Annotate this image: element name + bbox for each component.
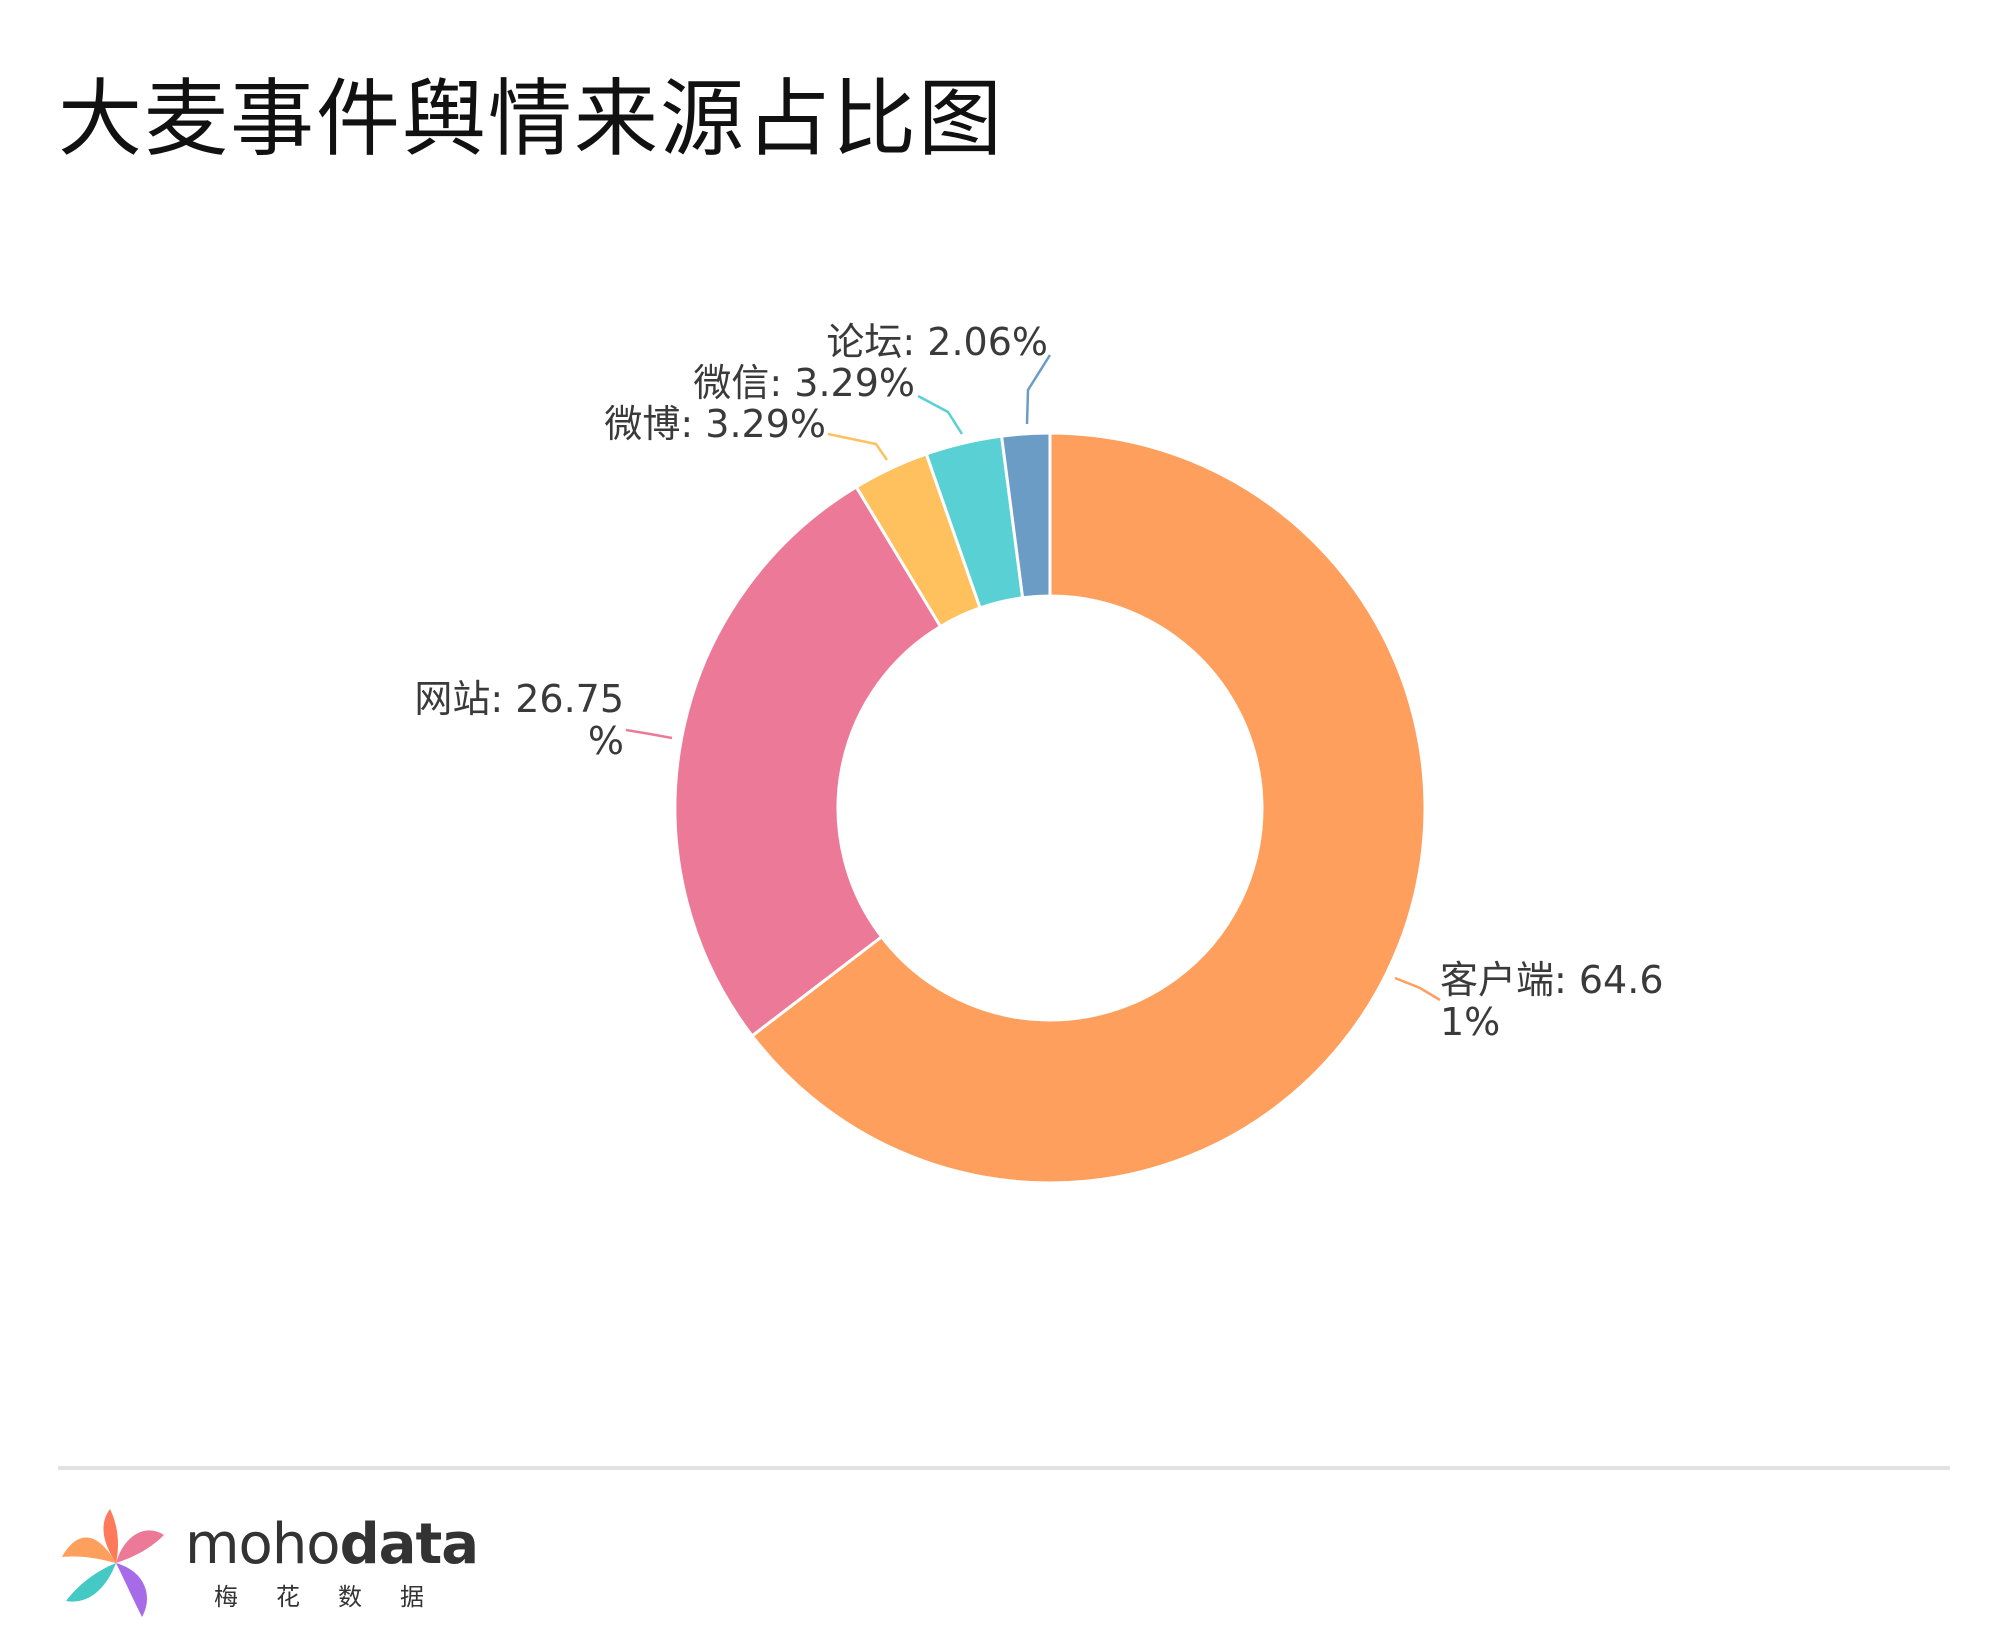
label-leader-lines: [625, 354, 1441, 1002]
slice-label-line: 微博: 3.29%: [604, 402, 826, 446]
leader-line-2: [827, 432, 889, 461]
slice-label-3: 微信: 3.29%: [693, 361, 915, 405]
donut-slices: [673, 431, 1427, 1185]
footer-divider: [58, 1466, 1950, 1470]
slice-1[interactable]: [673, 484, 943, 1038]
slice-label-line: 客户端: 64.6: [1440, 958, 1664, 1002]
mohodata-pinwheel-logo-icon: [62, 1509, 164, 1617]
slice-label-line: 微信: 3.29%: [693, 361, 915, 405]
slice-labels: 客户端: 64.6 1% 网站: 26.75 % 微博: 3.29%微信: 3.29%论…: [414, 320, 1663, 1044]
brand-wordmark-regular: moho: [185, 1512, 341, 1577]
page-title: 大麦事件舆情来源占比图: [58, 70, 1005, 168]
leader-line-0: [1394, 976, 1441, 1002]
brand-subtitle: 梅花数据: [214, 1583, 462, 1611]
slice-0[interactable]: [750, 431, 1427, 1185]
slice-label-2: 微博: 3.29%: [604, 402, 826, 446]
slice-label-line: 1%: [1440, 1000, 1500, 1044]
slice-label-1: 网站: 26.75%: [414, 677, 624, 763]
slice-label-line: %: [588, 719, 624, 763]
brand-wordmark: mohodata: [185, 1512, 479, 1577]
slice-label-4: 论坛: 2.06%: [826, 320, 1048, 364]
leader-line-4: [1025, 354, 1052, 425]
leader-line-1: [625, 728, 673, 740]
slice-4[interactable]: [999, 431, 1052, 600]
donut-chart: 客户端: 64.6 1% 网站: 26.75 % 微博: 3.29%微信: 3.29%论…: [414, 320, 1664, 1185]
leader-line-3: [917, 394, 964, 435]
slice-label-line: 网站: 26.75: [414, 677, 624, 721]
brand-wordmark-bold: data: [339, 1512, 479, 1577]
slice-label-line: 论坛: 2.06%: [826, 320, 1048, 364]
slice-label-0: 客户端: 64.6 1%: [1440, 958, 1664, 1044]
